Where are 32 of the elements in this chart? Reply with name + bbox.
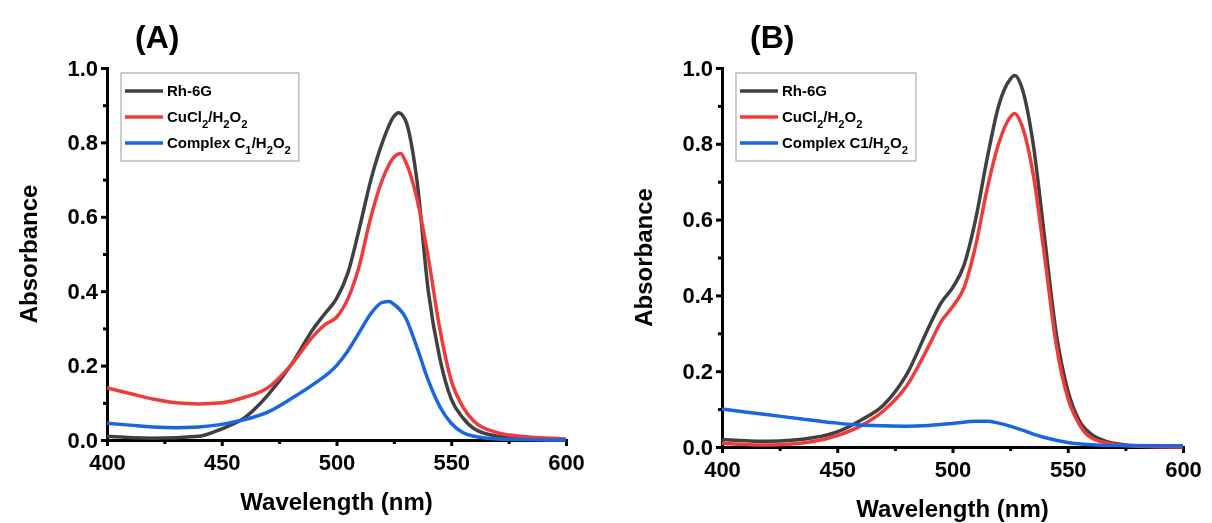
x-axis-title: Wavelength (nm): [856, 495, 1049, 522]
chart-title: (B): [750, 19, 795, 55]
x-tick-label: 600: [1165, 456, 1202, 482]
y-tick-label: 0.6: [682, 207, 713, 233]
x-tick-label: 600: [548, 449, 585, 475]
line-series: [105, 299, 568, 442]
y-tick-label: 0.2: [67, 353, 98, 379]
y-axis-title: Absorbance: [15, 184, 42, 324]
y-tick-label: 0.8: [67, 129, 98, 155]
x-tick-label: 450: [203, 449, 241, 475]
legend-label: Complex C1/H$_{2}$O$_{2}$: [782, 134, 908, 156]
y-tick-label: 0.6: [67, 204, 98, 230]
x-tick-label: 500: [934, 456, 972, 482]
legend-label: Rh-6G: [167, 82, 212, 99]
x-tick-label: 500: [318, 449, 356, 475]
x-tick-label: 450: [819, 456, 857, 482]
legend-label: CuCl$_{2}$/H$_{2}$O$_{2}$: [782, 108, 863, 130]
legend-label: CuCl$_{2}$/H$_{2}$O$_{2}$: [167, 108, 248, 130]
y-tick-label: 1.0: [682, 55, 713, 81]
x-axis-title: Wavelength (nm): [240, 488, 433, 515]
legend-label: Complex C$_{1}$/H$_{2}$O$_{2}$: [167, 134, 291, 156]
line-series: [720, 407, 1185, 448]
y-tick-label: 0.4: [682, 282, 714, 308]
legend-label: Rh-6G: [782, 82, 827, 99]
y-axis-title: Absorbance: [630, 188, 657, 327]
chart-title: (A): [135, 19, 180, 55]
x-tick-label: 550: [433, 449, 471, 475]
x-tick-label: 550: [1049, 456, 1087, 482]
y-tick-label: 0.4: [67, 278, 99, 304]
y-tick-label: 1.0: [67, 55, 98, 81]
y-tick-label: 0.8: [682, 131, 713, 157]
y-tick-label: 0.2: [682, 358, 713, 384]
